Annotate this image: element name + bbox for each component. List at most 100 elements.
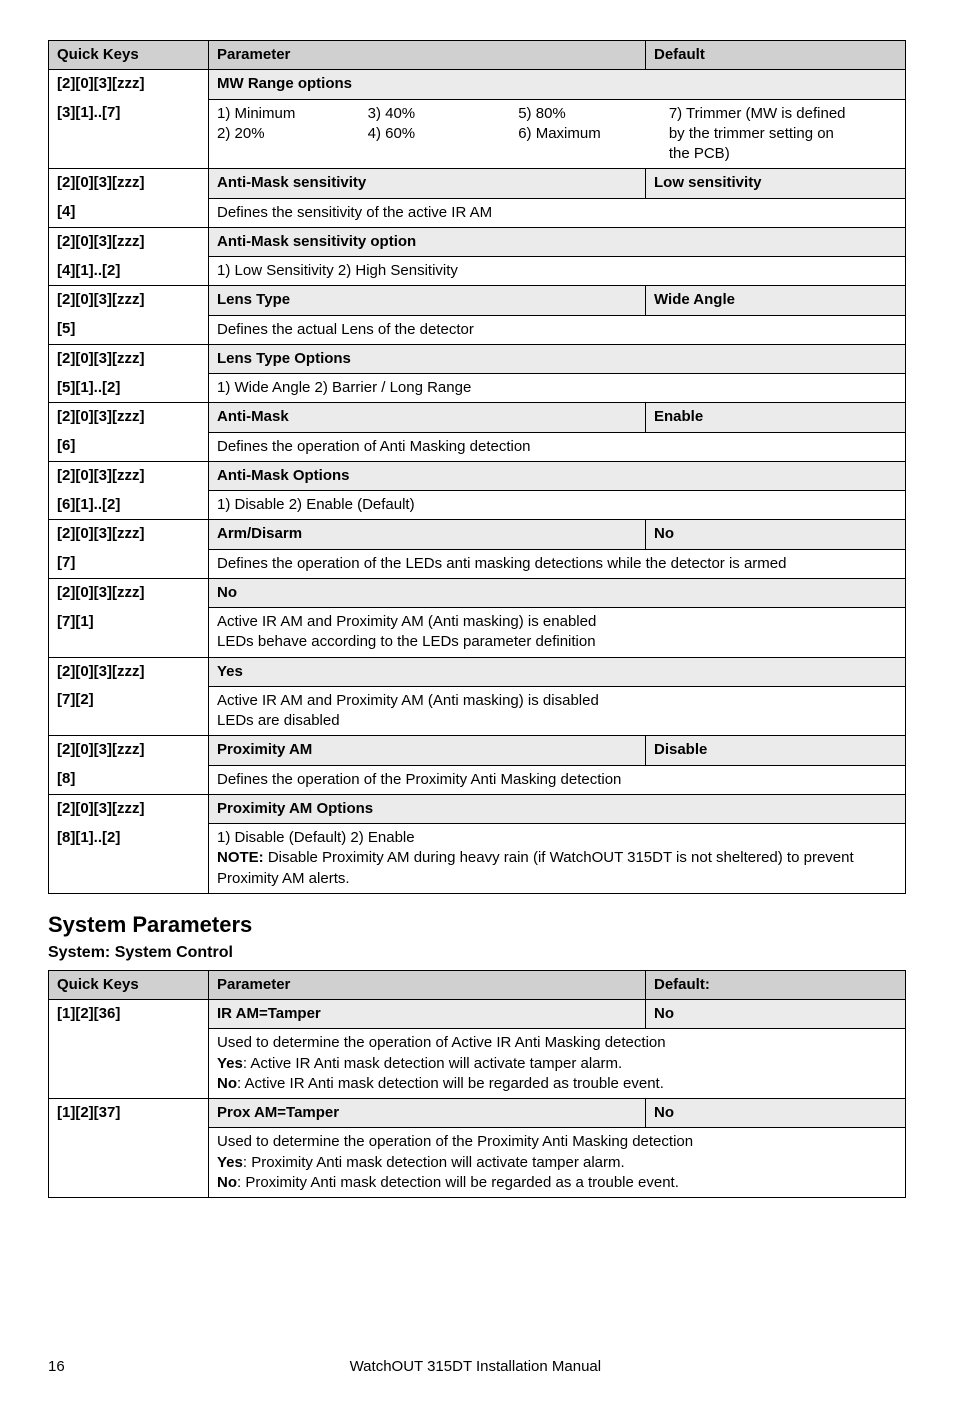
row-body: 1) Disable 2) Enable (Default) (209, 491, 906, 520)
opt: 3) 40% (368, 104, 511, 124)
opt: 1) Minimum (217, 104, 360, 124)
no-label: No (217, 1075, 237, 1092)
qk-cell: [2][0][3][zzz] (49, 169, 209, 198)
t2-hdr-param: Parameter (209, 970, 646, 999)
yes-label: Yes (217, 1154, 243, 1171)
opt: 2) 20% (217, 124, 360, 144)
row-title: Anti-Mask Options (209, 461, 906, 490)
page-footer: 16 WatchOUT 315DT Installation Manual (48, 1358, 906, 1375)
row-body: Defines the actual Lens of the detector (209, 315, 906, 344)
row-body: 1) Wide Angle 2) Barrier / Long Range (209, 374, 906, 403)
qk-cell: [8] (49, 765, 209, 794)
no-body: : Proximity Anti mask detection will be … (237, 1174, 679, 1191)
qk-cell: [3][1]..[7] (49, 99, 209, 169)
yes-body: : Active IR Anti mask detection will act… (243, 1055, 622, 1072)
qk-cell: [1][2][36] (49, 1000, 209, 1029)
qk-cell: [5] (49, 315, 209, 344)
row-body: Defines the operation of the Proximity A… (209, 765, 906, 794)
row-default: Disable (646, 736, 906, 765)
note-label: NOTE: (217, 849, 264, 866)
opt: 7) Trimmer (MW is defined (669, 104, 897, 124)
row-title: Proximity AM Options (209, 794, 906, 823)
row-title: Lens Type Options (209, 344, 906, 373)
body-line: LEDs behave according to the LEDs parame… (217, 632, 897, 652)
opt: by the trimmer setting on (669, 124, 897, 144)
row-title: Anti-Mask (209, 403, 646, 432)
qk-cell: [2][0][3][zzz] (49, 227, 209, 256)
qk-cell: [2][0][3][zzz] (49, 578, 209, 607)
qk-cell: [1][2][37] (49, 1099, 209, 1128)
row-title: No (209, 578, 906, 607)
row-title: IR AM=Tamper (209, 1000, 646, 1029)
row-default: Low sensitivity (646, 169, 906, 198)
qk-cell: [6][1]..[2] (49, 491, 209, 520)
body-line: Active IR AM and Proximity AM (Anti mask… (217, 691, 897, 711)
opt: the PCB) (669, 144, 897, 164)
no-label: No (217, 1174, 237, 1191)
row-body: Defines the operation of Anti Masking de… (209, 432, 906, 461)
opt: 5) 80% (518, 104, 661, 124)
body-line: Used to determine the operation of Activ… (217, 1033, 897, 1053)
row-body: Active IR AM and Proximity AM (Anti mask… (209, 686, 906, 736)
body-line: 1) Disable (Default) 2) Enable (217, 828, 897, 848)
row-default: No (646, 520, 906, 549)
row-title: Anti-Mask sensitivity option (209, 227, 906, 256)
t1-hdr-def: Default (646, 41, 906, 70)
t2-hdr-def: Default: (646, 970, 906, 999)
row-body: Defines the operation of the LEDs anti m… (209, 549, 906, 578)
footer-title: WatchOUT 315DT Installation Manual (350, 1358, 602, 1375)
row-default: No (646, 1099, 906, 1128)
row-default: Enable (646, 403, 906, 432)
no-body: : Active IR Anti mask detection will be … (237, 1075, 664, 1092)
row-title: Yes (209, 657, 906, 686)
qk-cell: [4] (49, 198, 209, 227)
qk-cell: [5][1]..[2] (49, 374, 209, 403)
qk-cell: [2][0][3][zzz] (49, 286, 209, 315)
qk-cell: [7][1] (49, 608, 209, 658)
row-body: Used to determine the operation of Activ… (209, 1029, 906, 1099)
row-title: MW Range options (209, 70, 906, 99)
qk-cell: [2][0][3][zzz] (49, 70, 209, 99)
qk-cell: [2][0][3][zzz] (49, 657, 209, 686)
qk-cell: [2][0][3][zzz] (49, 461, 209, 490)
qk-cell: [2][0][3][zzz] (49, 344, 209, 373)
note-body: Disable Proximity AM during heavy rain (… (217, 849, 854, 886)
row-title: Arm/Disarm (209, 520, 646, 549)
body-line: LEDs are disabled (217, 711, 897, 731)
opt: 4) 60% (368, 124, 511, 144)
qk-cell: [7] (49, 549, 209, 578)
qk-cell (49, 1029, 209, 1099)
row-title: Proximity AM (209, 736, 646, 765)
qk-cell (49, 1128, 209, 1198)
qk-cell: [2][0][3][zzz] (49, 736, 209, 765)
t2-hdr-qk: Quick Keys (49, 970, 209, 999)
row-default: Wide Angle (646, 286, 906, 315)
body-line: Active IR AM and Proximity AM (Anti mask… (217, 612, 897, 632)
sub-section-title: System: System Control (48, 944, 906, 962)
yes-body: : Proximity Anti mask detection will act… (243, 1154, 625, 1171)
row-body: 1) Disable (Default) 2) Enable NOTE: Dis… (209, 824, 906, 894)
row-body: Active IR AM and Proximity AM (Anti mask… (209, 608, 906, 658)
row-body: Used to determine the operation of the P… (209, 1128, 906, 1198)
parameter-table-2: Quick Keys Parameter Default: [1][2][36]… (48, 970, 906, 1198)
row-title: Prox AM=Tamper (209, 1099, 646, 1128)
row-body: 1) Minimum 2) 20% 3) 40% 4) 60% 5) 80% 6… (209, 99, 906, 169)
qk-cell: [7][2] (49, 686, 209, 736)
parameter-table-1: Quick Keys Parameter Default [2][0][3][z… (48, 40, 906, 894)
page-number: 16 (48, 1358, 65, 1375)
yes-label: Yes (217, 1055, 243, 1072)
qk-cell: [2][0][3][zzz] (49, 794, 209, 823)
row-default: No (646, 1000, 906, 1029)
qk-cell: [2][0][3][zzz] (49, 403, 209, 432)
t1-hdr-param: Parameter (209, 41, 646, 70)
qk-cell: [8][1]..[2] (49, 824, 209, 894)
body-line: Used to determine the operation of the P… (217, 1132, 897, 1152)
row-title: Anti-Mask sensitivity (209, 169, 646, 198)
qk-cell: [2][0][3][zzz] (49, 520, 209, 549)
section-title: System Parameters (48, 912, 906, 938)
row-body: 1) Low Sensitivity 2) High Sensitivity (209, 257, 906, 286)
row-title: Lens Type (209, 286, 646, 315)
qk-cell: [4][1]..[2] (49, 257, 209, 286)
qk-cell: [6] (49, 432, 209, 461)
opt: 6) Maximum (518, 124, 661, 144)
